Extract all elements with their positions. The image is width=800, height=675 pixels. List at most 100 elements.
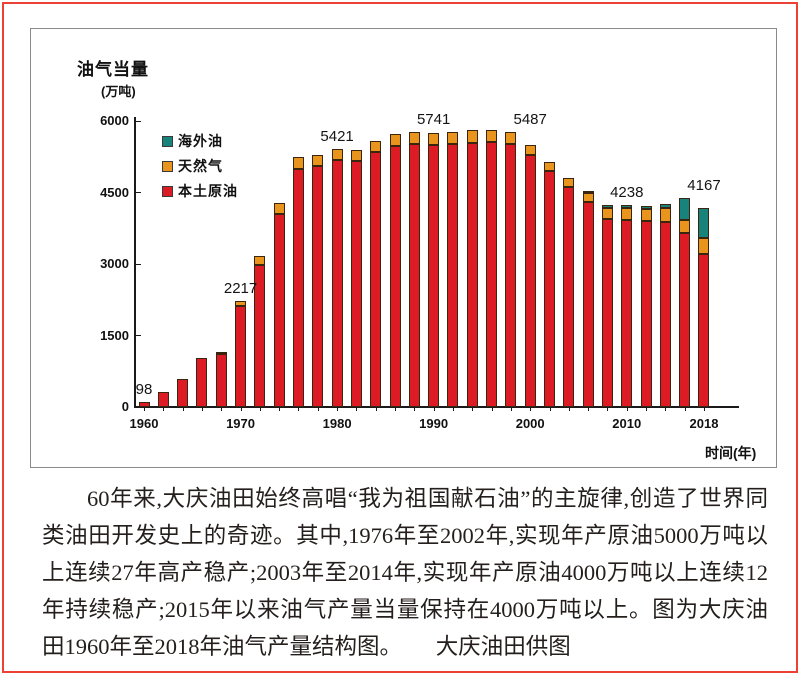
bar-1972 — [254, 255, 266, 407]
legend-label: 海外油 — [178, 133, 223, 149]
bar-1984-segment-本土原油 — [370, 152, 382, 407]
bar-2012-segment-本土原油 — [640, 220, 652, 407]
bar-1976-segment-天然气 — [292, 157, 304, 169]
y-tick-1500 — [136, 335, 141, 336]
bar-1994-segment-本土原油 — [466, 142, 478, 407]
bar-1964-segment-本土原油 — [177, 378, 189, 407]
bar-2000-segment-天然气 — [524, 145, 536, 156]
x-tick-label-2018: 2018 — [689, 416, 719, 431]
bar-1968-segment-本土原油 — [215, 354, 227, 407]
x-tick-label-2010: 2010 — [612, 416, 642, 431]
bar-1984-segment-天然气 — [370, 140, 382, 153]
bar-1970 — [235, 301, 247, 407]
bar-2006-segment-本土原油 — [582, 201, 594, 407]
bar-1980 — [331, 148, 343, 407]
bar-1982-segment-天然气 — [350, 149, 362, 162]
bar-2008-segment-本土原油 — [601, 218, 613, 407]
x-tick-1996 — [491, 407, 493, 411]
bar-1998-segment-本土原油 — [505, 144, 517, 407]
x-tick-2018 — [703, 407, 705, 411]
bar-2004-segment-本土原油 — [563, 186, 575, 407]
bar-2018-segment-天然气 — [698, 238, 710, 255]
bar-1976 — [292, 157, 304, 407]
x-tick-2008 — [607, 407, 609, 411]
bar-1994 — [466, 130, 478, 407]
bar-1966-segment-本土原油 — [196, 357, 208, 407]
x-tick-1992 — [452, 407, 454, 411]
y-tick-label-6000: 6000 — [100, 113, 129, 128]
caption-paragraph: 60年来,大庆油田始终高唱“我为祖国献石油”的主旋律,创造了世界同类油田开发史上… — [42, 480, 768, 665]
bar-2014-segment-本土原油 — [659, 222, 671, 407]
bar-1982-segment-本土原油 — [350, 161, 362, 407]
legend-swatch-icon — [162, 160, 173, 172]
bar-1994-segment-天然气 — [466, 130, 478, 143]
data-label-1960: 98 — [135, 381, 153, 399]
bar-2006-segment-海外油 — [582, 191, 594, 194]
bar-1990 — [428, 133, 440, 407]
bar-1990-segment-天然气 — [428, 133, 440, 146]
x-tick-2000 — [530, 407, 532, 411]
bar-1996 — [486, 129, 498, 407]
x-tick-1986 — [395, 407, 397, 411]
y-tick-label-3000: 3000 — [100, 256, 129, 271]
x-tick-2004 — [568, 407, 570, 411]
y-tick-label-4500: 4500 — [100, 184, 129, 200]
x-tick-1960 — [144, 407, 145, 411]
bar-1988-segment-本土原油 — [408, 143, 420, 407]
bar-1986 — [389, 134, 401, 407]
bar-1962-segment-本土原油 — [157, 392, 169, 407]
y-tick-4500 — [136, 192, 141, 193]
x-tick-1984 — [375, 407, 377, 411]
x-tick-1976 — [298, 407, 300, 411]
bar-2006-segment-天然气 — [582, 193, 594, 202]
bar-2008-segment-天然气 — [601, 208, 613, 219]
bar-1986-segment-本土原油 — [389, 145, 401, 407]
y-tick-6000 — [136, 120, 141, 122]
bar-2018 — [698, 208, 710, 407]
bar-2002 — [544, 161, 555, 407]
x-tick-1980 — [337, 407, 339, 411]
bar-1968 — [215, 352, 227, 407]
x-tick-1966 — [201, 407, 203, 411]
bar-1990-segment-本土原油 — [428, 145, 440, 407]
bar-1992-segment-本土原油 — [447, 144, 459, 407]
x-tick-1962 — [163, 407, 165, 411]
bar-1978 — [312, 154, 324, 407]
x-tick-1968 — [221, 407, 223, 411]
y-axis-line — [134, 117, 136, 408]
x-tick-2014 — [665, 407, 667, 411]
bar-2018-segment-海外油 — [698, 208, 710, 239]
bar-2000 — [524, 145, 536, 407]
bar-2014-segment-天然气 — [659, 208, 671, 223]
x-tick-label-1990: 1990 — [419, 416, 449, 431]
y-tick-label-0: 0 — [121, 399, 129, 414]
x-tick-1972 — [259, 407, 261, 411]
x-tick-1990 — [433, 407, 435, 411]
bar-2004 — [563, 178, 575, 407]
x-tick-2010 — [626, 407, 628, 411]
y-tick-3000 — [136, 263, 141, 265]
bar-2016-segment-天然气 — [679, 220, 691, 234]
bar-2016-segment-海外油 — [679, 198, 691, 221]
legend-label: 天然气 — [178, 158, 223, 174]
bar-1960-segment-本土原油 — [138, 402, 150, 407]
caption-separator — [391, 634, 436, 659]
bar-2008 — [601, 205, 613, 407]
bar-1988-segment-天然气 — [408, 131, 420, 144]
data-label-2000: 5487 — [513, 111, 547, 129]
chart-title: 油气当量 — [77, 60, 149, 79]
bar-1992 — [447, 132, 459, 407]
bar-1966 — [196, 357, 208, 407]
bar-1974-segment-本土原油 — [273, 214, 285, 407]
bar-2010-segment-天然气 — [621, 207, 633, 220]
x-tick-1994 — [472, 407, 474, 411]
bar-1992-segment-天然气 — [447, 132, 459, 145]
x-tick-label-2000: 2000 — [515, 416, 545, 431]
legend-row-本土原油: 本土原油 — [162, 183, 238, 199]
bar-2002-segment-本土原油 — [544, 171, 555, 407]
chart-legend: 海外油天然气本土原油 — [162, 133, 238, 199]
bar-1962 — [157, 392, 169, 407]
caption-credit: 大庆油田供图 — [435, 634, 571, 659]
bar-2012 — [640, 206, 652, 407]
